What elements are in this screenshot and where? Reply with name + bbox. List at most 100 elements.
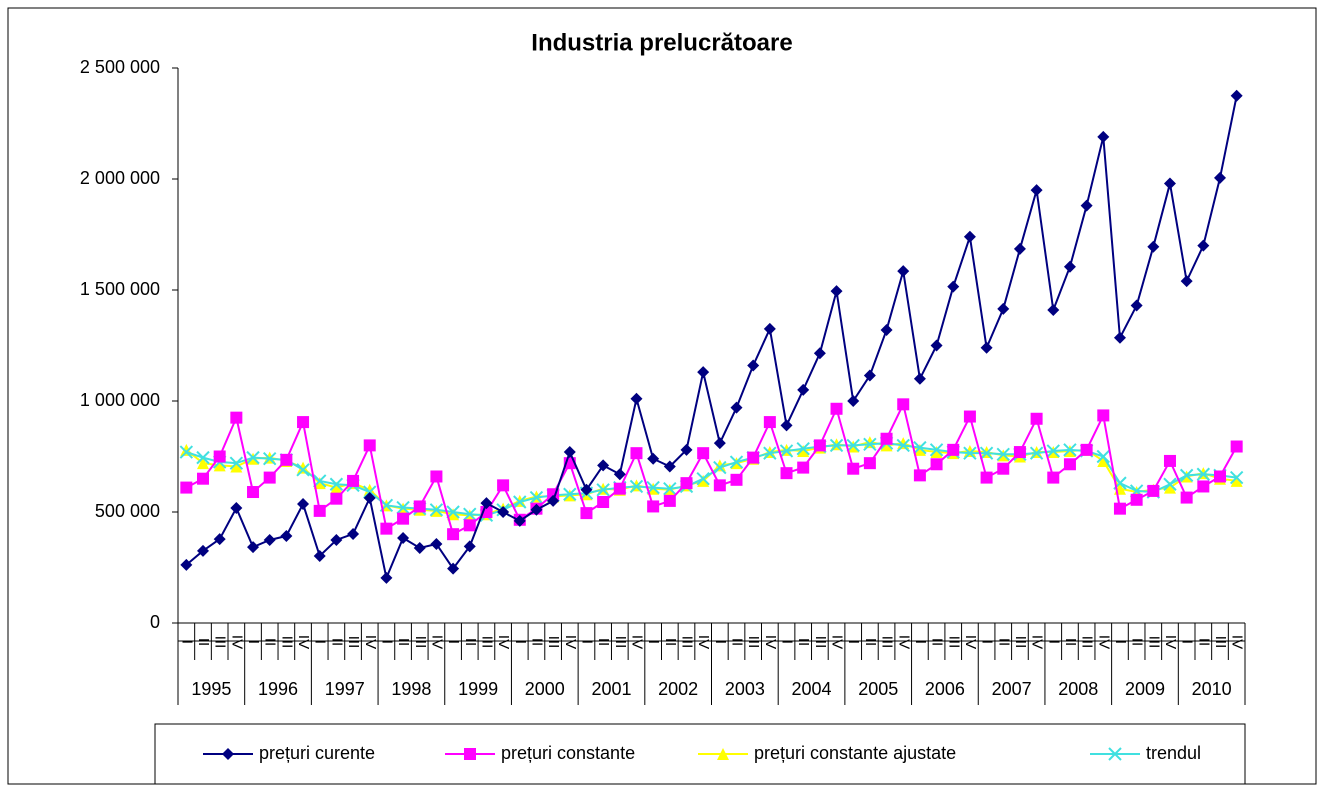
data-point <box>296 463 310 477</box>
data-point <box>1163 454 1176 467</box>
data-point <box>1113 331 1126 344</box>
data-point <box>1113 502 1126 515</box>
data-point <box>430 537 443 550</box>
data-point <box>246 450 260 465</box>
data-point <box>529 490 544 505</box>
data-point <box>863 437 877 451</box>
data-point <box>1097 454 1110 467</box>
x-tick-label: II <box>662 638 679 646</box>
data-point <box>796 442 810 456</box>
x-tick-label: I <box>445 640 462 644</box>
data-point <box>1197 239 1210 252</box>
data-point <box>247 486 260 499</box>
data-point <box>663 481 677 496</box>
data-point <box>1147 240 1160 253</box>
x-tick-label: I <box>912 640 929 644</box>
data-point <box>230 502 243 515</box>
data-point <box>913 469 926 482</box>
x-tick-label: I <box>645 640 662 644</box>
data-point <box>830 402 843 415</box>
data-point <box>596 483 610 497</box>
year-label: 1998 <box>391 679 431 699</box>
data-point <box>347 474 360 487</box>
x-tick-label: IV <box>695 635 712 649</box>
x-tick-label: IV <box>295 635 312 649</box>
x-tick-label: IV <box>1229 635 1246 649</box>
data-point <box>262 452 277 466</box>
data-point <box>1213 470 1226 483</box>
data-point <box>1230 89 1243 102</box>
x-tick-label: III <box>278 636 295 649</box>
data-point <box>263 533 276 546</box>
year-label: 1999 <box>458 679 498 699</box>
data-point <box>1213 171 1226 184</box>
data-point <box>897 398 910 411</box>
data-point <box>1030 184 1043 197</box>
data-point <box>813 347 826 360</box>
year-label: 2009 <box>1125 679 1165 699</box>
data-point <box>280 453 293 466</box>
x-tick-label: II <box>795 638 812 646</box>
data-point <box>330 492 343 505</box>
data-point <box>530 503 543 516</box>
data-point <box>863 369 876 382</box>
series-line <box>185 95 1238 582</box>
x-tick-label: II <box>1195 638 1212 646</box>
data-point <box>897 265 910 278</box>
year-label: 1996 <box>258 679 298 699</box>
data-point <box>647 500 660 513</box>
x-tick-label: III <box>545 636 562 649</box>
y-tick-label: 0 <box>150 612 160 632</box>
data-point <box>297 498 310 511</box>
data-point <box>446 505 460 519</box>
x-tick-label: I <box>512 640 529 644</box>
x-tick-label: II <box>328 638 345 646</box>
data-point <box>197 472 210 485</box>
x-tick-label: IV <box>562 635 579 649</box>
data-point <box>613 482 626 495</box>
data-point <box>730 473 743 486</box>
x-tick-label: II <box>862 638 879 646</box>
year-label: 1995 <box>191 679 231 699</box>
x-tick-label: III <box>945 636 962 649</box>
data-point <box>313 504 326 517</box>
data-point <box>180 481 193 494</box>
data-point <box>1163 477 1177 491</box>
data-point <box>613 468 626 481</box>
data-point <box>729 455 744 469</box>
data-point <box>297 416 310 429</box>
data-point <box>1147 484 1160 497</box>
x-tick-label: I <box>178 640 195 644</box>
data-point <box>830 285 843 298</box>
data-point <box>1180 491 1193 504</box>
data-point <box>913 440 927 455</box>
data-point <box>913 372 926 385</box>
data-point <box>313 549 326 562</box>
data-point <box>263 471 276 484</box>
legend-label: prețuri constante ajustate <box>754 743 956 763</box>
legend-marker <box>464 748 476 760</box>
data-point <box>779 444 794 458</box>
data-point <box>829 438 844 453</box>
data-point <box>663 494 676 507</box>
data-point <box>413 500 426 513</box>
x-tick-label: IV <box>1029 635 1046 649</box>
data-point <box>963 446 977 460</box>
data-point <box>1179 468 1194 483</box>
data-point <box>1063 260 1076 273</box>
x-tick-label: II <box>528 638 545 646</box>
data-point <box>330 533 343 546</box>
x-tick-label: I <box>312 640 329 644</box>
year-label: 2008 <box>1058 679 1098 699</box>
data-point <box>880 323 893 336</box>
x-tick-label: III <box>1079 636 1096 649</box>
data-point <box>363 439 376 452</box>
data-point <box>397 512 410 525</box>
data-point <box>313 477 326 490</box>
data-point <box>213 450 226 463</box>
data-point <box>863 457 876 470</box>
data-point <box>880 439 893 452</box>
x-tick-label: II <box>929 638 946 646</box>
data-point <box>347 527 360 540</box>
